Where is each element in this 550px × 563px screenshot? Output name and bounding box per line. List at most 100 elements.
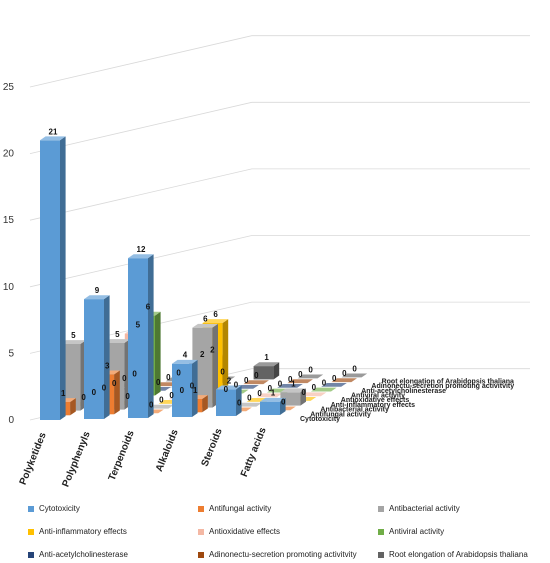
bars	[40, 136, 368, 420]
legend-item: Anti-acetylcholinesterase	[28, 550, 128, 559]
bar-top	[260, 397, 286, 402]
bar-side	[192, 359, 198, 417]
bar-top	[104, 339, 130, 343]
bar-side	[236, 385, 242, 416]
bar-top	[280, 388, 306, 393]
y-tick-label: 5	[8, 348, 14, 359]
bar	[331, 378, 357, 383]
legend-label: Antibacterial activity	[389, 504, 460, 513]
data-label: 0	[176, 368, 181, 377]
series-axis-label: Anti-acetylcholinesterase	[361, 388, 446, 395]
bar	[128, 254, 154, 418]
bar	[341, 373, 368, 378]
y-tick-label: 15	[3, 215, 15, 226]
data-label: 0	[92, 388, 97, 397]
legend-swatch	[378, 528, 384, 535]
legend-item: Antifungal activity	[198, 504, 271, 513]
bar	[297, 374, 324, 379]
bar-top	[256, 393, 283, 398]
data-label: 5	[136, 321, 141, 330]
bar-front	[128, 258, 148, 418]
category-label: Alkaloids	[154, 428, 181, 474]
y-tick-label: 20	[3, 149, 15, 160]
category-label: Steroids	[200, 427, 225, 469]
bar-front	[253, 366, 274, 380]
legend-label: Cytotoxicity	[39, 504, 80, 513]
legend: Cytotoxicity Antifungal activity Antibacte…	[0, 496, 550, 563]
bar-side	[148, 254, 154, 418]
bar	[277, 383, 303, 388]
data-label: 0	[322, 379, 327, 388]
data-label: 0	[224, 385, 229, 394]
data-label: 9	[95, 286, 100, 295]
data-label: 0	[308, 365, 313, 374]
data-label: 0	[301, 388, 306, 397]
bar-front	[172, 363, 192, 417]
legend-label: Root elongation of Arabidopsis thaliana	[389, 550, 528, 559]
data-label: 0	[352, 364, 357, 373]
bar	[280, 388, 306, 406]
data-label: 0	[166, 373, 171, 382]
legend-swatch	[28, 505, 34, 512]
bar-side	[300, 388, 306, 406]
legend-item: Antibacterial activity	[378, 504, 460, 513]
data-label: 0	[149, 400, 154, 409]
data-label: 1	[291, 379, 296, 388]
bar-side	[212, 323, 218, 408]
category-label: Fatty acids	[239, 426, 269, 479]
bar-side	[273, 362, 280, 380]
gridline	[29, 101, 530, 154]
gridline	[29, 168, 530, 221]
bar-top	[300, 392, 327, 397]
legend-swatch	[198, 505, 204, 512]
bar-side	[202, 395, 208, 413]
bar-front	[40, 140, 60, 420]
bar-top	[287, 379, 313, 384]
data-label: 0	[257, 389, 262, 398]
bar	[321, 382, 347, 387]
bar-top	[128, 254, 154, 259]
bar	[216, 385, 242, 416]
gridline	[29, 35, 530, 88]
data-label: 6	[146, 303, 151, 312]
legend-swatch	[198, 528, 204, 535]
legend-swatch	[28, 528, 34, 535]
data-label: 21	[49, 127, 58, 136]
bar-top	[331, 378, 357, 383]
bar	[287, 379, 313, 384]
legend-item: Root elongation of Arabidopsis thaliana	[378, 550, 528, 559]
data-label: 2	[210, 345, 215, 354]
series-axis-label: Cytotoxicity	[300, 416, 340, 423]
data-label: 0	[169, 391, 174, 400]
legend-label: Antiviral activity	[389, 527, 445, 536]
category-label: Polyketides	[18, 431, 49, 487]
legend-swatch	[198, 551, 204, 558]
data-label: 0	[268, 384, 273, 393]
data-label: 0	[234, 381, 239, 390]
data-label: 3	[105, 361, 110, 370]
data-label: 0	[281, 397, 286, 406]
data-label: 0	[247, 394, 252, 403]
y-tick-label: 25	[3, 82, 15, 93]
bar-side	[155, 311, 161, 396]
bar-top	[277, 383, 303, 388]
legend-swatch	[378, 551, 384, 558]
legend-swatch	[378, 505, 384, 512]
legend-label: Anti-inflammatory effects	[39, 527, 127, 536]
data-label: 0	[190, 382, 195, 391]
bar-front	[260, 401, 280, 415]
legend-item: Adinonectu-secretion promoting activitvi…	[198, 550, 357, 559]
data-label: 0	[332, 374, 337, 383]
legend-swatch	[28, 551, 34, 558]
data-label: 0	[102, 384, 107, 393]
data-label: 0	[112, 379, 117, 388]
data-label: 0	[156, 378, 161, 387]
bar-side	[70, 398, 76, 416]
data-label: 0	[125, 392, 130, 401]
data-label: 0	[220, 367, 225, 376]
legend-label: Anti-acetylcholinesterase	[39, 550, 128, 559]
data-label: 5	[71, 331, 76, 340]
bar	[172, 359, 198, 417]
